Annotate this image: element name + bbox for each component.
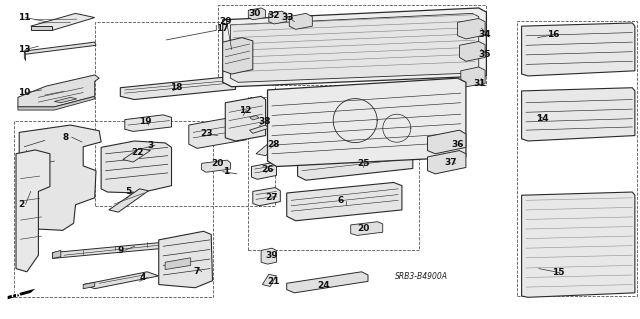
Polygon shape: [24, 42, 96, 54]
Polygon shape: [256, 144, 276, 156]
Polygon shape: [248, 8, 266, 20]
Text: 28: 28: [268, 140, 280, 149]
Text: 23: 23: [200, 130, 213, 138]
Polygon shape: [269, 11, 287, 24]
Text: 38: 38: [258, 117, 271, 126]
Polygon shape: [458, 19, 485, 39]
Polygon shape: [123, 148, 150, 162]
Polygon shape: [109, 189, 148, 212]
Text: 29: 29: [219, 17, 232, 26]
Text: 8: 8: [63, 133, 69, 142]
Text: 15: 15: [552, 268, 564, 277]
Polygon shape: [202, 160, 230, 172]
Text: 35: 35: [479, 50, 492, 59]
Polygon shape: [19, 125, 101, 230]
Text: 7: 7: [193, 267, 200, 276]
Polygon shape: [460, 41, 485, 61]
Text: 20: 20: [357, 224, 369, 233]
Polygon shape: [223, 38, 253, 74]
Polygon shape: [52, 250, 61, 258]
Polygon shape: [287, 272, 368, 293]
Polygon shape: [125, 115, 172, 131]
Text: 11: 11: [18, 13, 31, 22]
Text: 3: 3: [147, 141, 154, 150]
Text: FR.: FR.: [10, 290, 24, 299]
Text: 24: 24: [317, 281, 330, 290]
Polygon shape: [101, 141, 172, 193]
Polygon shape: [522, 192, 635, 297]
Polygon shape: [18, 96, 95, 110]
Polygon shape: [253, 188, 280, 206]
Polygon shape: [262, 274, 276, 286]
Text: 5: 5: [125, 187, 132, 196]
Polygon shape: [287, 182, 402, 221]
Text: 14: 14: [536, 114, 549, 123]
Polygon shape: [252, 163, 276, 179]
Polygon shape: [230, 13, 479, 82]
Text: 17: 17: [216, 24, 229, 33]
Polygon shape: [428, 130, 466, 154]
Text: SRB3-B4900A: SRB3-B4900A: [395, 272, 447, 281]
Text: 13: 13: [18, 45, 31, 54]
Polygon shape: [189, 115, 246, 148]
Polygon shape: [298, 144, 413, 180]
Polygon shape: [351, 222, 383, 235]
Text: 32: 32: [268, 11, 280, 20]
Text: 9: 9: [117, 246, 124, 255]
Polygon shape: [83, 272, 159, 289]
Polygon shape: [8, 289, 35, 299]
Text: 39: 39: [266, 251, 278, 260]
Polygon shape: [165, 258, 191, 270]
Polygon shape: [250, 115, 259, 120]
Polygon shape: [261, 248, 276, 264]
Text: 2: 2: [18, 200, 24, 209]
Polygon shape: [27, 179, 48, 190]
Polygon shape: [223, 8, 486, 87]
Polygon shape: [24, 51, 26, 61]
Polygon shape: [31, 26, 52, 30]
Text: 26: 26: [261, 165, 274, 174]
Text: 33: 33: [282, 13, 294, 22]
Polygon shape: [31, 13, 95, 30]
Text: 36: 36: [451, 140, 464, 149]
Polygon shape: [522, 88, 635, 141]
Text: 6: 6: [338, 197, 344, 205]
Text: 16: 16: [547, 30, 560, 39]
Polygon shape: [268, 78, 466, 167]
Text: 12: 12: [239, 106, 252, 115]
Polygon shape: [16, 150, 50, 272]
Polygon shape: [52, 240, 193, 258]
Polygon shape: [522, 23, 635, 76]
Text: 10: 10: [18, 88, 30, 97]
Text: 34: 34: [479, 30, 492, 39]
Text: 1: 1: [223, 167, 229, 176]
Text: 37: 37: [445, 158, 458, 167]
Polygon shape: [18, 75, 99, 107]
Text: 22: 22: [131, 148, 144, 157]
Polygon shape: [83, 282, 95, 289]
Polygon shape: [225, 96, 266, 141]
Polygon shape: [159, 231, 212, 288]
Polygon shape: [120, 77, 236, 100]
Polygon shape: [428, 151, 466, 174]
Text: 27: 27: [266, 193, 278, 202]
Polygon shape: [461, 67, 485, 87]
Text: 25: 25: [357, 159, 370, 168]
Polygon shape: [250, 125, 269, 133]
Text: 20: 20: [211, 159, 223, 168]
Text: 19: 19: [140, 117, 152, 126]
Text: 18: 18: [170, 83, 182, 92]
Text: 30: 30: [248, 9, 260, 18]
Polygon shape: [289, 13, 312, 29]
Text: 4: 4: [140, 273, 146, 282]
Polygon shape: [54, 97, 77, 103]
Text: 31: 31: [474, 79, 486, 88]
Text: 21: 21: [268, 277, 280, 286]
